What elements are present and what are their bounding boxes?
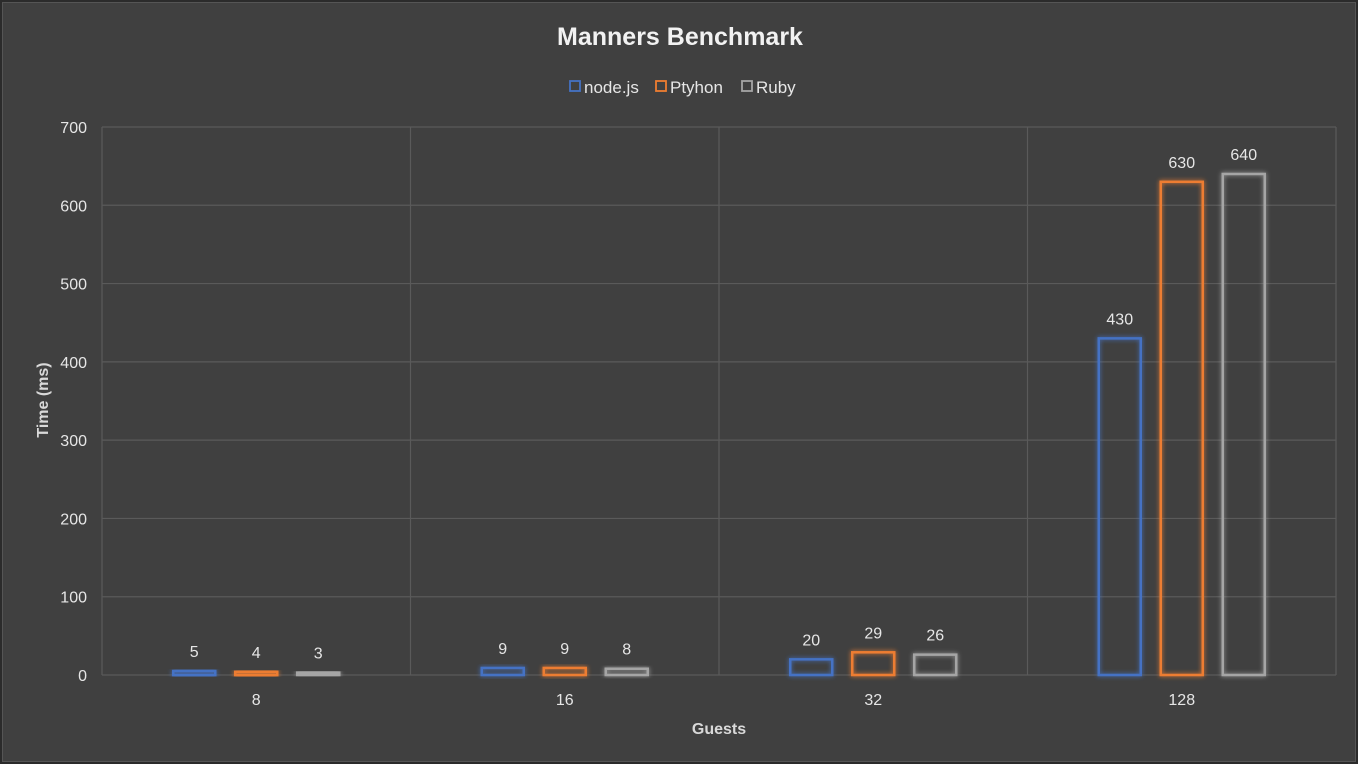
- bars: [172, 172, 1266, 677]
- bar-ptyhon-16: [542, 666, 587, 677]
- gridlines: [101, 126, 1337, 676]
- bar-node-js-8: [172, 669, 217, 677]
- bar-ptyhon-8: [234, 670, 279, 677]
- y-tick-label: 300: [60, 433, 87, 450]
- data-label: 640: [1230, 147, 1257, 164]
- legend-label: Ruby: [756, 78, 796, 97]
- y-tick-label: 700: [60, 120, 87, 137]
- data-label: 430: [1106, 311, 1133, 328]
- data-label: 9: [560, 641, 569, 658]
- bar-node-js-128: [1097, 337, 1142, 677]
- data-label: 9: [498, 641, 507, 658]
- x-tick-label: 128: [1168, 692, 1195, 709]
- legend-label: node.js: [584, 78, 639, 97]
- data-label: 3: [314, 646, 323, 663]
- x-axis-title: Guests: [692, 721, 746, 738]
- data-label: 630: [1168, 155, 1195, 172]
- bar-ptyhon-128: [1159, 180, 1204, 677]
- y-tick-label: 200: [60, 511, 87, 528]
- legend: node.js Ptyhon Ruby: [569, 78, 796, 97]
- y-axis-ticks: 0 100 200 300 400 500 600 700: [60, 120, 87, 685]
- y-tick-label: 500: [60, 277, 87, 294]
- bar-ruby-8: [296, 671, 341, 677]
- legend-swatch: [655, 80, 667, 92]
- bar-ruby-128: [1221, 172, 1266, 677]
- data-label: 8: [622, 642, 631, 659]
- chart-svg: Manners Benchmark node.js Ptyhon Ruby 0 100…: [35, 23, 1337, 738]
- y-tick-label: 400: [60, 355, 87, 372]
- y-tick-label: 0: [78, 668, 87, 685]
- data-label: 26: [926, 628, 944, 645]
- bar-ptyhon-32: [851, 651, 896, 677]
- legend-swatch: [741, 80, 753, 92]
- data-label: 20: [802, 632, 820, 649]
- bar-ruby-16: [604, 667, 649, 677]
- x-tick-label: 8: [252, 692, 261, 709]
- legend-item-node-js: node.js: [569, 78, 639, 97]
- y-tick-label: 600: [60, 198, 87, 215]
- legend-swatch: [569, 80, 581, 92]
- data-labels: 5 4 3 9 9 8 20 29 26 430 630 640: [190, 147, 1257, 663]
- x-tick-label: 16: [556, 692, 574, 709]
- x-axis-ticks: 8 16 32 128: [252, 692, 1195, 709]
- bar-node-js-32: [789, 658, 834, 677]
- data-label: 4: [252, 645, 261, 662]
- legend-item-ruby: Ruby: [741, 78, 796, 97]
- bar-ruby-32: [913, 653, 958, 677]
- y-tick-label: 100: [60, 590, 87, 607]
- chart-title: Manners Benchmark: [557, 23, 803, 51]
- legend-item-ptyhon: Ptyhon: [655, 78, 723, 97]
- x-tick-label: 32: [864, 692, 882, 709]
- legend-label: Ptyhon: [670, 78, 723, 97]
- y-axis-title: Time (ms): [35, 362, 52, 437]
- data-label: 5: [190, 644, 199, 661]
- bar-node-js-16: [480, 666, 525, 677]
- data-label: 29: [864, 625, 882, 642]
